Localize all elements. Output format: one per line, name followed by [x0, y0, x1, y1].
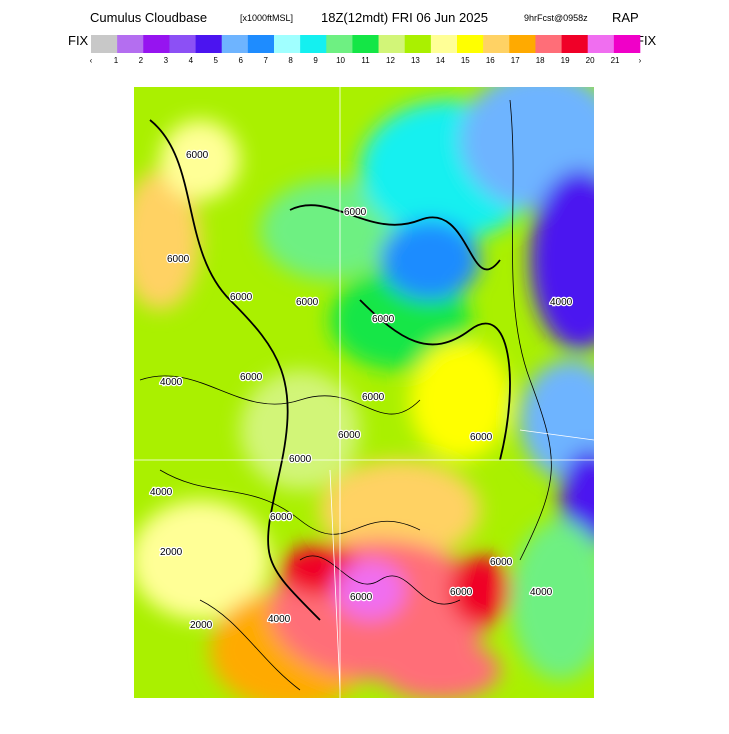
color-swatch — [378, 35, 406, 53]
contour-label: 6000 — [289, 454, 312, 465]
colorbar-label: 15 — [461, 56, 470, 65]
color-swatch — [509, 35, 536, 53]
colorbar-label: 16 — [486, 56, 495, 65]
model: RAP — [612, 10, 639, 25]
color-swatch — [326, 35, 353, 53]
contour-label: 6000 — [350, 592, 373, 603]
units: [x1000ftMSL] — [240, 13, 293, 23]
color-swatch — [352, 35, 379, 53]
colorbar: ‹ 1 2 3 4 5 6 7 8 9 10 11 12 13 14 15 16 17 18 19 20 21 › — [90, 35, 642, 65]
contour-label: 6000 — [240, 372, 263, 383]
color-swatch — [300, 35, 327, 53]
color-swatch — [143, 35, 170, 53]
contour-label: 4000 — [160, 377, 183, 388]
color-swatch — [169, 35, 196, 53]
contour-label: 6000 — [490, 557, 513, 568]
colorbar-label: 12 — [386, 56, 395, 65]
colorbar-label: 9 — [313, 56, 318, 65]
colorbar-label: 1 — [114, 56, 119, 65]
fix-button[interactable]: FIX — [636, 33, 657, 48]
color-swatch — [404, 35, 432, 53]
color-swatch — [457, 35, 484, 53]
colorbar-label: › — [639, 56, 642, 65]
colorbar-label: 3 — [164, 56, 169, 65]
color-swatch — [613, 35, 641, 53]
colorbar-label: 2 — [139, 56, 144, 65]
colorbar-label: 19 — [561, 56, 570, 65]
contour-label: 6000 — [450, 587, 473, 598]
color-swatch — [195, 35, 223, 53]
contour-label: 2000 — [190, 620, 213, 631]
colorbar-label: 14 — [436, 56, 445, 65]
valid-time: 18Z(12mdt) FRI 06 Jun 2025 — [321, 10, 488, 25]
colorbar-label: 10 — [336, 56, 345, 65]
contour-label: 6000 — [470, 432, 493, 443]
contour-label: 4000 — [150, 487, 173, 498]
colorbar-label: 18 — [536, 56, 545, 65]
colorbar-label: 8 — [288, 56, 293, 65]
color-swatch — [430, 35, 458, 53]
color-swatch — [91, 35, 118, 53]
contour-label: 4000 — [550, 297, 573, 308]
contour-label: 6000 — [372, 314, 395, 325]
contour-label: 6000 — [230, 292, 253, 303]
colorbar-label: 17 — [511, 56, 520, 65]
contour-label: 4000 — [530, 587, 553, 598]
map: 6000 6000 6000 6000 6000 6000 6000 6000 6000 6000… — [134, 87, 594, 698]
colorbar-label: 21 — [611, 56, 620, 65]
title: Cumulus Cloudbase — [90, 10, 207, 25]
contour-label: 6000 — [270, 512, 293, 523]
colorbar-label: 20 — [586, 56, 595, 65]
color-swatch — [117, 35, 144, 53]
contour-label: 2000 — [160, 547, 183, 558]
contour-label: 6000 — [186, 150, 209, 161]
colorbar-label: 6 — [239, 56, 244, 65]
color-swatch — [221, 35, 249, 53]
contour-label: 6000 — [167, 254, 190, 265]
fix-button[interactable]: FIX — [68, 33, 89, 48]
colorbar-label: 13 — [411, 56, 420, 65]
color-swatch — [535, 35, 562, 53]
contour-label: 6000 — [296, 297, 319, 308]
colorbar-label: 7 — [263, 56, 268, 65]
colorbar-label: 5 — [214, 56, 219, 65]
color-swatch — [483, 35, 510, 53]
contour-label: 6000 — [344, 207, 367, 218]
color-swatch — [587, 35, 615, 53]
forecast: 9hrFcst@0958z — [524, 13, 588, 23]
colorbar-label: 4 — [189, 56, 194, 65]
colorbar-label: ‹ — [90, 56, 93, 65]
colorbar-label: 11 — [361, 56, 370, 65]
color-swatch — [274, 35, 301, 53]
color-swatch — [247, 35, 275, 53]
color-swatch — [561, 35, 589, 53]
contour-label: 6000 — [338, 430, 361, 441]
contour-label: 6000 — [362, 392, 385, 403]
contour-label: 4000 — [268, 614, 291, 625]
